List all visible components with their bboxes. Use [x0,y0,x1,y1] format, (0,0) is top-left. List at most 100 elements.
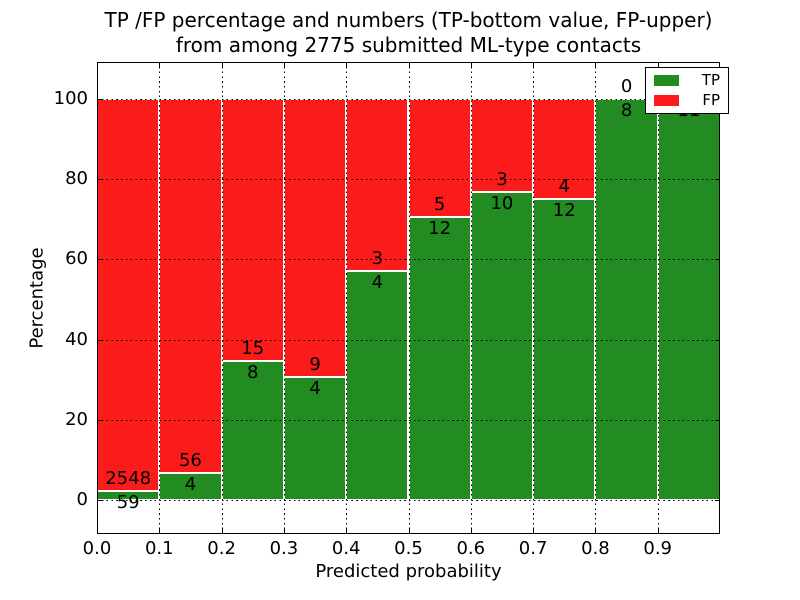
bar-fp-count-label: 3 [371,247,384,269]
x-axis-tick [719,529,720,534]
y-axis-tick [715,500,720,501]
x-axis-tick [283,62,285,67]
x-axis-tick [346,62,348,67]
gridline-vertical [408,62,410,534]
y-axis-tick [97,259,102,261]
bar-tp-count-label: 4 [184,474,197,496]
x-axis-tick [408,529,410,534]
bar-fp-segment [346,99,409,271]
x-tick-label: 0.9 [643,538,673,559]
gridline-vertical [657,62,659,534]
bar-fp-count-label: 3 [496,168,508,190]
chart-title: TP /FP percentage and numbers (TP-bottom… [97,8,720,58]
x-tick-label: 0.2 [207,538,236,559]
bar-fp-count-label: 0 [620,76,633,97]
gridline-vertical [283,62,285,534]
tp-color-swatch-icon [654,75,679,87]
y-axis-tick [715,179,720,181]
y-tick-label: 60 [65,248,88,270]
bar-fp-count-label: 9 [309,353,321,375]
y-axis-tick [97,179,102,181]
bar-fp-count-label: 15 [241,337,265,359]
x-axis-tick [408,62,410,67]
legend-label-tp: TP [701,71,720,90]
x-axis-tick [470,62,472,67]
legend: TP FP [645,67,729,114]
y-axis-tick [715,259,720,261]
y-tick-label: 40 [65,328,88,350]
gridline-vertical [159,62,161,534]
gridline-vertical [595,62,597,534]
gridline-vertical [221,62,223,534]
y-axis-tick [97,500,102,501]
y-tick-label: 80 [65,168,88,190]
x-tick-label: 0.7 [518,538,548,559]
x-axis-tick [159,529,161,534]
bar-tp-count-label: 8 [247,361,259,383]
bar-fp-segment [533,99,596,200]
y-axis-tick [97,419,102,421]
gridline-vertical [346,62,348,534]
x-tick-label: 0.6 [456,538,486,559]
x-axis-tick [159,62,161,67]
bar-tp-segment [221,360,284,500]
y-axis-tick [97,99,102,100]
x-axis-tick [346,529,348,534]
x-axis-tick [533,62,535,67]
bar-tp-count-label: 4 [309,377,321,399]
bar-fp-count-label: 56 [178,450,202,472]
gridline-horizontal [97,179,720,181]
gridline-horizontal [97,259,720,261]
x-axis-tick [595,529,597,534]
gridline-horizontal [97,99,720,100]
y-tick-label: 20 [65,408,88,430]
gridline-horizontal [97,339,720,341]
y-axis-tick [715,339,720,341]
x-axis-tick [221,529,223,534]
x-axis-tick [283,529,285,534]
legend-label-fp: FP [702,90,720,109]
bar-tp-count-label: 12 [552,200,576,222]
chart-title-line1: TP /FP percentage and numbers (TP-bottom… [104,8,713,32]
bar-fp-segment [159,99,222,474]
x-tick-label: 0.3 [269,538,299,559]
bar-tp-segment [657,99,720,500]
x-tick-label: 0.1 [144,538,174,559]
y-axis-tick [715,419,720,421]
bar-tp-count-label: 12 [428,217,452,239]
x-axis-tick [595,62,597,67]
x-axis-tick [97,529,98,534]
x-tick-label: 0.0 [82,538,112,559]
bar-fp-count-label: 4 [558,176,570,198]
bar-tp-count-label: 8 [620,100,633,121]
bar-fp-count-label: 2548 [105,467,152,489]
gridline-vertical [533,62,535,534]
bar-fp-count-label: 5 [433,193,446,215]
bar-tp-segment [470,191,534,500]
x-tick-label: 0.5 [394,538,423,559]
chart-title-line2: from among 2775 submitted ML-type contac… [175,33,642,57]
bar-fp-segment [97,99,160,491]
x-tick-label: 0.8 [581,538,610,559]
bar-tp-count-label: 10 [490,192,514,214]
gridline-horizontal [97,500,720,501]
plot-area: 254859564158943451231041208011 [97,62,720,534]
x-axis-label: Predicted probability [315,561,502,582]
x-axis-tick [221,62,223,67]
gridline-vertical [470,62,472,534]
bar-fp-segment [283,99,347,377]
y-axis-tick [97,339,102,341]
legend-entry-fp: FP [654,90,720,109]
bar-tp-segment [346,270,409,500]
bar-fp-segment [221,99,284,361]
y-tick-label: 0 [76,489,88,510]
y-tick-label: 100 [53,88,88,109]
gridline-horizontal [97,419,720,421]
fp-color-swatch-icon [654,94,679,106]
x-axis-tick [657,62,659,67]
y-axis-label: Percentage [26,247,48,349]
bar-tp-count-label: 59 [116,491,140,513]
legend-entry-tp: TP [654,72,720,89]
bar-tp-segment [533,199,596,500]
